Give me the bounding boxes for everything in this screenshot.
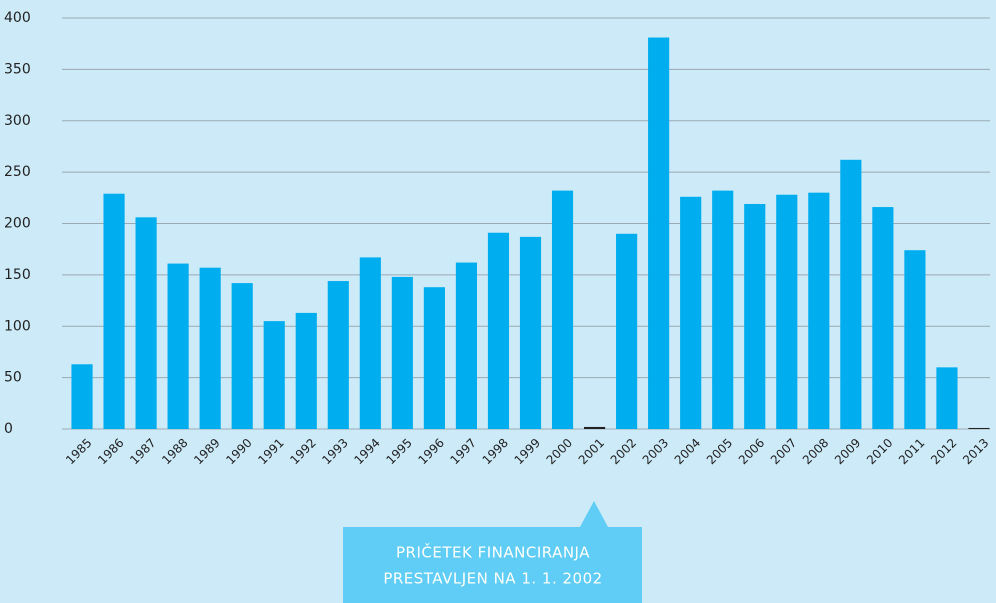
y-tick-label: 300 — [4, 113, 31, 129]
bar — [840, 159, 862, 430]
y-tick-label: 100 — [4, 318, 31, 334]
bar — [263, 321, 285, 429]
bar — [135, 217, 157, 429]
y-tick-label: 150 — [4, 267, 31, 283]
bar — [327, 281, 349, 429]
annotation-line: PRIČETEK FINANCIRANJA — [396, 543, 590, 562]
bar — [968, 427, 990, 429]
bar — [103, 193, 125, 429]
bar — [455, 262, 478, 429]
bar — [199, 267, 221, 429]
y-tick-label: 400 — [4, 10, 31, 26]
y-tick-label: 250 — [4, 164, 31, 180]
bar — [519, 236, 542, 429]
bar — [423, 287, 445, 429]
annotation-box — [343, 501, 642, 603]
bar — [680, 196, 702, 429]
bar — [231, 283, 253, 429]
bar — [808, 192, 830, 429]
bar — [872, 207, 894, 429]
bar — [487, 232, 510, 429]
y-tick-label: 0 — [4, 421, 13, 437]
bar — [744, 203, 766, 429]
bar — [583, 426, 606, 429]
bar — [776, 194, 798, 429]
bar — [616, 233, 638, 429]
bar — [167, 263, 189, 429]
bar — [936, 367, 958, 429]
y-tick-label: 350 — [4, 61, 31, 77]
bar — [71, 364, 93, 429]
bar — [391, 276, 413, 429]
bar — [904, 250, 926, 429]
bar — [295, 312, 317, 429]
bar — [359, 257, 381, 429]
y-tick-label: 200 — [4, 216, 31, 232]
annotation-line: PRESTAVLJEN NA 1. 1. 2002 — [383, 570, 602, 588]
y-tick-label: 50 — [4, 370, 22, 386]
bar — [712, 190, 734, 429]
bar — [551, 190, 574, 429]
bar — [648, 37, 670, 430]
